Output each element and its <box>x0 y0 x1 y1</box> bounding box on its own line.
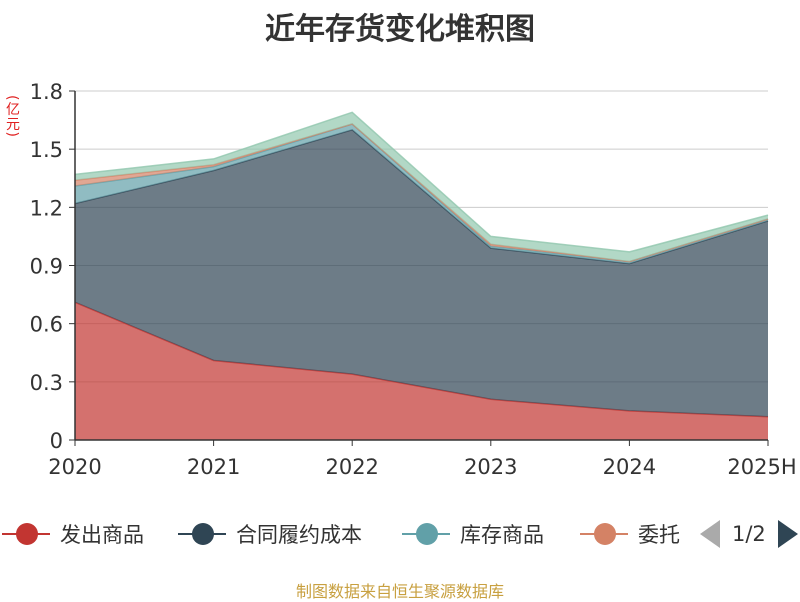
legend-item-weituo[interactable]: 委托 <box>580 512 680 556</box>
pager-page-indicator: 1/2 <box>732 522 766 546</box>
chart-title: 近年存货变化堆积图 <box>265 12 535 47</box>
source-note: 制图数据来自恒生聚源数据库 <box>295 582 504 601</box>
legend-pager: 1/2 <box>700 512 798 556</box>
x-tick-label: 2022 <box>325 455 378 479</box>
x-tick-label: 2021 <box>187 455 240 479</box>
legend-marker <box>178 512 226 556</box>
legend-marker <box>580 512 628 556</box>
y-axis-unit-label: (亿元) <box>4 95 20 138</box>
legend-label: 库存商品 <box>460 523 544 547</box>
legend-marker <box>2 512 50 556</box>
y-tick-label: 1.2 <box>30 196 63 220</box>
x-tick-label: 2024 <box>603 455 656 479</box>
legend-label: 委托 <box>638 523 680 547</box>
y-tick-label: 0.9 <box>30 255 63 279</box>
series-line <box>74 111 769 253</box>
legend-dot <box>416 523 438 545</box>
y-tick-label: 0.6 <box>30 313 63 337</box>
axes: 0 0.3 0.6 0.9 1.2 1.5 1.8 2020 2021 2022 2023 2024 2… <box>30 80 797 479</box>
x-tick-label: 2025H <box>727 455 796 479</box>
area-series <box>75 302 768 440</box>
y-tick-label: 0.3 <box>30 371 63 395</box>
legend-dot <box>16 523 38 545</box>
legend-item-fachu[interactable]: 发出商品 <box>2 512 144 556</box>
area-series <box>75 129 768 417</box>
legend-dot <box>192 523 214 545</box>
x-tick-label: 2020 <box>48 455 101 479</box>
y-tick-label: 1.8 <box>30 80 63 104</box>
x-tick-label: 2023 <box>464 455 517 479</box>
area-series <box>75 124 768 264</box>
y-tick-label: 1.5 <box>30 138 63 162</box>
y-tick-label: 0 <box>50 429 63 453</box>
pager-next-icon[interactable] <box>777 520 798 548</box>
legend-item-kucun[interactable]: 库存商品 <box>402 512 544 556</box>
stacked-areas <box>74 111 769 440</box>
legend-label: 发出商品 <box>60 523 144 547</box>
area-series <box>75 112 768 262</box>
legend: 发出商品 合同履约成本 库存商品 委托 1/2 <box>0 512 800 556</box>
pager-prev-icon[interactable] <box>700 520 720 548</box>
legend-marker <box>402 512 450 556</box>
legend-dot <box>594 523 616 545</box>
legend-label: 合同履约成本 <box>236 523 362 547</box>
legend-item-hetong[interactable]: 合同履约成本 <box>178 512 362 556</box>
